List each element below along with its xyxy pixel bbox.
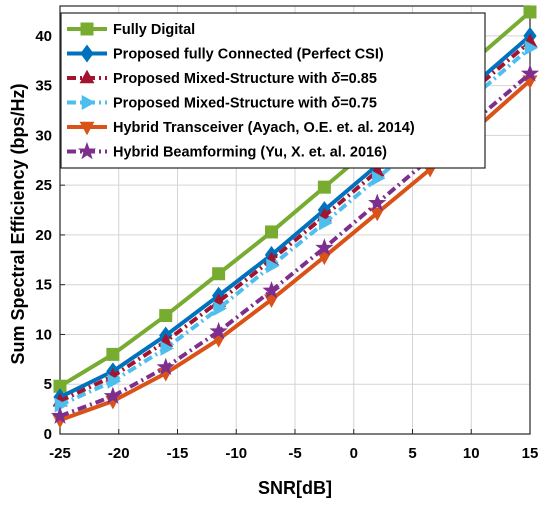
data-point — [159, 309, 173, 323]
data-point — [209, 321, 228, 340]
data-point — [103, 386, 122, 404]
data-point — [523, 5, 537, 19]
legend: Fully Digital Proposed fully Connected (P… — [60, 12, 486, 169]
data-point — [524, 40, 539, 56]
legend-label-symbol: δ — [331, 71, 340, 87]
legend-item: Hybrid Transceiver (Ayach, O.E. et. al. … — [67, 120, 415, 136]
legend-box — [60, 12, 486, 169]
legend-item: Proposed fully Connected (Perfect CSI) — [67, 44, 384, 63]
legend-label-text: Hybrid Transceiver (Ayach, O.E. et. al. … — [113, 120, 415, 136]
y-tick-label: 0 — [44, 426, 52, 443]
legend-label: Proposed Mixed-Structure with δ=0.75 — [113, 96, 377, 112]
data-point — [317, 180, 331, 194]
legend-label-value: =0.85 — [340, 71, 377, 87]
data-point — [369, 207, 385, 222]
legend-marker — [77, 141, 97, 160]
data-point — [520, 64, 540, 82]
data-point — [106, 347, 120, 361]
data-point — [156, 357, 175, 376]
series-line — [59, 40, 532, 403]
data-point — [319, 215, 333, 231]
legend-marker — [79, 69, 95, 84]
y-tick-label: 30 — [35, 127, 52, 144]
legend-label: Hybrid Beamforming (Yu, X. et. al. 2016) — [113, 145, 387, 161]
data-point — [107, 373, 122, 389]
y-tick-label: 10 — [35, 326, 52, 343]
x-tick-label: 15 — [522, 445, 539, 462]
legend-item: Proposed Mixed-Structure with δ=0.75 — [67, 95, 377, 112]
legend-label-text: Proposed Mixed-Structure with — [113, 71, 331, 87]
x-tick-label: -5 — [288, 445, 301, 462]
series-line — [59, 46, 532, 407]
data-point — [315, 238, 334, 256]
data-point — [50, 406, 70, 424]
data-point — [262, 281, 281, 299]
x-tick-labels: -25 -20 -15 -10 -5 0 5 10 15 — [49, 445, 538, 462]
y-tick-labels: 0 5 10 15 20 25 30 35 40 — [35, 28, 52, 443]
legend-marker — [80, 44, 94, 63]
y-tick-label: 40 — [35, 28, 52, 45]
legend-label: Hybrid Transceiver (Ayach, O.E. et. al. … — [113, 120, 415, 136]
y-tick-label: 35 — [35, 78, 52, 95]
legend-label-text: Fully Digital — [113, 22, 195, 38]
legend-label-text: Proposed Mixed-Structure with — [113, 96, 331, 112]
legend-marker — [81, 95, 96, 110]
legend-item: Fully Digital — [67, 22, 195, 38]
legend-marker — [80, 22, 94, 36]
x-tick-label: -20 — [108, 445, 130, 462]
legend-label: Proposed Mixed-Structure with δ=0.85 — [113, 71, 377, 87]
data-point — [264, 294, 279, 308]
data-point — [160, 340, 174, 356]
x-tick-label: 5 — [408, 445, 416, 462]
x-tick-label: 10 — [463, 445, 480, 462]
y-tick-label: 20 — [35, 227, 52, 244]
legend-marker — [79, 121, 95, 136]
y-tick-label: 5 — [44, 376, 52, 393]
x-tick-label: -25 — [49, 445, 71, 462]
x-tick-label: -10 — [225, 445, 247, 462]
legend-label-value: =0.75 — [340, 96, 377, 112]
x-axis-label: SNR[dB] — [258, 478, 332, 498]
legend-label-symbol: δ — [331, 96, 340, 112]
y-tick-label: 15 — [35, 277, 52, 294]
data-point — [212, 267, 226, 281]
data-point — [213, 301, 227, 317]
plot-frame — [59, 5, 531, 435]
data-point — [371, 170, 386, 186]
legend-label: Fully Digital — [113, 22, 195, 38]
y-tick-label: 25 — [35, 177, 52, 194]
x-tick-label: 0 — [350, 445, 358, 462]
legend-label: Proposed fully Connected (Perfect CSI) — [113, 47, 384, 63]
data-point — [316, 251, 332, 266]
legend-item: Proposed Mixed-Structure with δ=0.85 — [67, 69, 377, 87]
data-point — [265, 225, 278, 239]
legend-item: Hybrid Beamforming (Yu, X. et. al. 2016) — [67, 141, 387, 161]
data-point — [266, 258, 280, 274]
legend-label-text: Hybrid Beamforming (Yu, X. et. al. 2016) — [113, 145, 387, 161]
x-tick-label: -15 — [167, 445, 189, 462]
y-axis-label: Sum Spectral Efficiency (bps/Hz) — [8, 83, 28, 364]
data-point — [368, 193, 387, 211]
legend-label-text: Proposed fully Connected (Perfect CSI) — [113, 47, 384, 63]
data-point — [54, 397, 69, 413]
